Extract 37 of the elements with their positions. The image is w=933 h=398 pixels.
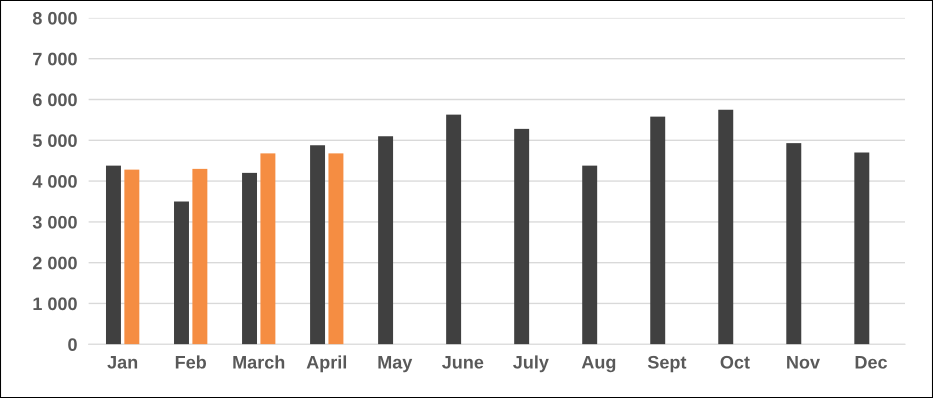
y-tick-label: 2 000: [32, 256, 77, 270]
x-tick-label: March: [233, 355, 284, 369]
bar: [650, 116, 666, 344]
x-tick-label: May: [378, 356, 412, 372]
bar: [514, 128, 530, 344]
y-tick-label: 0: [68, 338, 77, 351]
x-tick-label: Feb: [176, 355, 206, 369]
x-tick-label: Aug: [582, 356, 616, 372]
x-tick-label: Oct: [720, 356, 750, 369]
bar: [854, 152, 870, 344]
x-tick-label: April: [306, 355, 346, 372]
x-tick-label: July: [513, 355, 549, 372]
bar: [124, 170, 140, 344]
x-tick-label: Nov: [787, 356, 820, 369]
y-tick-label: 1 000: [33, 297, 77, 310]
bar: [378, 136, 394, 344]
y-tick-label: 7 000: [33, 52, 77, 66]
y-tick-label: 8 000: [32, 12, 77, 25]
bar: [718, 110, 734, 344]
x-tick-label: Sept: [648, 356, 686, 372]
y-tick-label: 4 000: [32, 175, 77, 188]
bar: [174, 201, 189, 344]
y-tick-label: 6 000: [33, 93, 77, 106]
bar: [242, 172, 258, 344]
bar: [192, 168, 208, 344]
y-tick-label: 5 000: [32, 134, 77, 148]
bar: [328, 153, 344, 344]
x-tick-label: Jan: [107, 356, 138, 369]
bar: [446, 114, 462, 344]
bar: [106, 166, 121, 344]
bar: [582, 166, 598, 344]
x-tick-label: Dec: [856, 356, 888, 369]
bar: [310, 145, 326, 344]
x-tick-label: June: [442, 356, 484, 369]
y-tick-label: 3 000: [32, 216, 77, 229]
bar: [260, 153, 276, 344]
bar: [786, 143, 802, 344]
